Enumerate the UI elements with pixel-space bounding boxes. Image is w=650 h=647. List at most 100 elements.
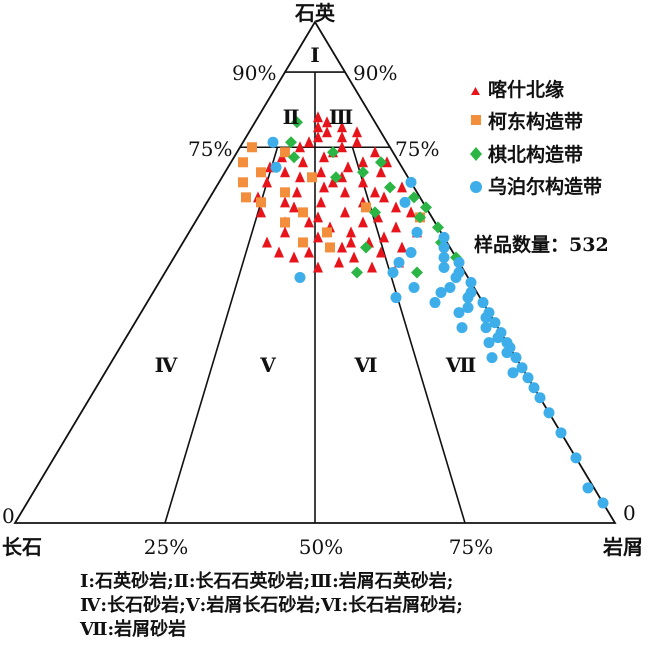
data-point-triangle (289, 201, 299, 213)
tick-75-right: 75% (395, 137, 439, 161)
data-point-triangle (379, 191, 389, 203)
data-point-circle (597, 497, 609, 509)
data-point-circle (570, 452, 582, 464)
data-point-triangle (304, 136, 314, 148)
data-point-circle (501, 347, 513, 359)
data-point-circle (453, 307, 465, 319)
data-point-square (307, 172, 317, 183)
sample-count: 样品数量：532 (474, 233, 609, 256)
data-point-circle (534, 392, 546, 404)
data-point-circle (507, 367, 519, 379)
tick-90-right: 90% (353, 61, 397, 85)
data-point-circle (405, 176, 417, 188)
data-point-circle (462, 302, 474, 314)
legend: 喀什北缘 柯东构造带 棋北构造带 乌泊尔构造带 (470, 78, 602, 198)
data-point-diamond (357, 166, 369, 179)
data-point-diamond (351, 266, 363, 279)
data-point-triangle (349, 251, 359, 263)
data-point-square (361, 202, 371, 213)
data-point-triangle (352, 136, 362, 148)
data-point-triangle (340, 186, 350, 198)
data-point-triangle (262, 236, 272, 248)
data-point-triangle (313, 121, 323, 133)
data-point-diamond (375, 156, 387, 169)
data-point-circle (429, 297, 441, 309)
data-point-circle (438, 241, 450, 253)
apex-label-lithic: 岩屑 (602, 535, 643, 559)
zone-label-5: Ⅴ (259, 353, 276, 377)
data-point-triangle (352, 126, 362, 138)
data-point-circle (543, 407, 555, 419)
data-point-triangle (337, 141, 347, 153)
legend-item-wuboer: 乌泊尔构造带 (470, 175, 602, 198)
data-point-circle (438, 261, 450, 273)
data-point-circle (294, 272, 306, 284)
caption-line-2: Ⅳ:长石砂岩;Ⅴ:岩屑长石砂岩;Ⅵ:长石岩屑砂岩; (80, 594, 463, 616)
data-point-square (280, 187, 290, 198)
data-point-diamond (291, 116, 303, 129)
data-point-triangle (376, 246, 386, 258)
data-point-circle (444, 282, 456, 294)
data-point-circle (516, 362, 528, 374)
data-point-triangle (319, 151, 329, 163)
square-marker-icon (471, 115, 481, 125)
apex-label-feldspar: 长石 (2, 535, 42, 559)
data-point-triangle (298, 156, 308, 168)
data-point-triangle (337, 241, 347, 253)
data-point-triangle (343, 161, 353, 173)
zone-label-7: Ⅶ (445, 353, 477, 377)
data-point-triangle (370, 186, 380, 198)
data-point-triangle (391, 201, 401, 213)
data-point-triangle (319, 181, 329, 193)
bottom-tick-75: 75% (449, 535, 493, 559)
data-point-square (238, 157, 248, 168)
legend-label-kedong: 柯东构造带 (488, 110, 583, 133)
data-point-diamond (411, 266, 423, 279)
data-point-square (247, 142, 257, 153)
data-point-triangle (358, 176, 368, 188)
legend-item-qibei: 棋北构造带 (470, 143, 583, 166)
data-point-diamond (285, 136, 297, 149)
data-point-triangle (280, 196, 290, 208)
caption-line-1: Ⅰ:石英砂岩;Ⅱ:长石石英砂岩;Ⅲ:岩屑石英砂岩; (80, 570, 453, 592)
data-point-triangle (367, 261, 377, 273)
diamond-marker-icon (470, 147, 482, 161)
data-point-circle (528, 382, 540, 394)
data-point-triangle (322, 126, 332, 138)
zone-label-4: Ⅳ (155, 353, 178, 377)
data-point-triangle (274, 246, 284, 258)
data-point-square (298, 207, 308, 218)
bottom-tick-left-zero: 0 (2, 504, 15, 528)
bottom-tick-25: 25% (144, 535, 188, 559)
data-point-triangle (304, 216, 314, 228)
data-point-triangle (328, 176, 338, 188)
apex-label-quartz: 石英 (294, 1, 336, 25)
data-point-circle (483, 337, 495, 349)
data-point-circle (522, 372, 534, 384)
ratio-25-divider (164, 147, 279, 524)
bottom-tick-50: 50% (299, 535, 343, 559)
zone-label-1: Ⅰ (310, 43, 319, 67)
data-point-circle (465, 277, 477, 289)
data-point-triangle (358, 156, 368, 168)
data-point-triangle (280, 226, 290, 238)
data-point-triangle (376, 166, 386, 178)
data-point-diamond (360, 241, 372, 254)
bottom-tick-right-zero: 0 (623, 501, 636, 525)
data-point-circle (390, 292, 402, 304)
data-point-circle (492, 332, 504, 344)
data-point-triangle (340, 206, 350, 218)
data-point-circle (405, 246, 417, 258)
data-point-circle (387, 267, 399, 278)
data-point-diamond (414, 211, 426, 224)
zone-label-6: Ⅵ (354, 353, 378, 377)
legend-item-kedong: 柯东构造带 (471, 110, 583, 133)
tick-75-left: 75% (188, 137, 232, 161)
data-point-diamond (330, 171, 342, 184)
data-point-triangle (346, 236, 356, 248)
data-point-diamond (420, 201, 432, 214)
data-point-circle (510, 352, 522, 364)
data-point-triangle (313, 131, 323, 143)
legend-label-wuboer: 乌泊尔构造带 (488, 175, 602, 198)
